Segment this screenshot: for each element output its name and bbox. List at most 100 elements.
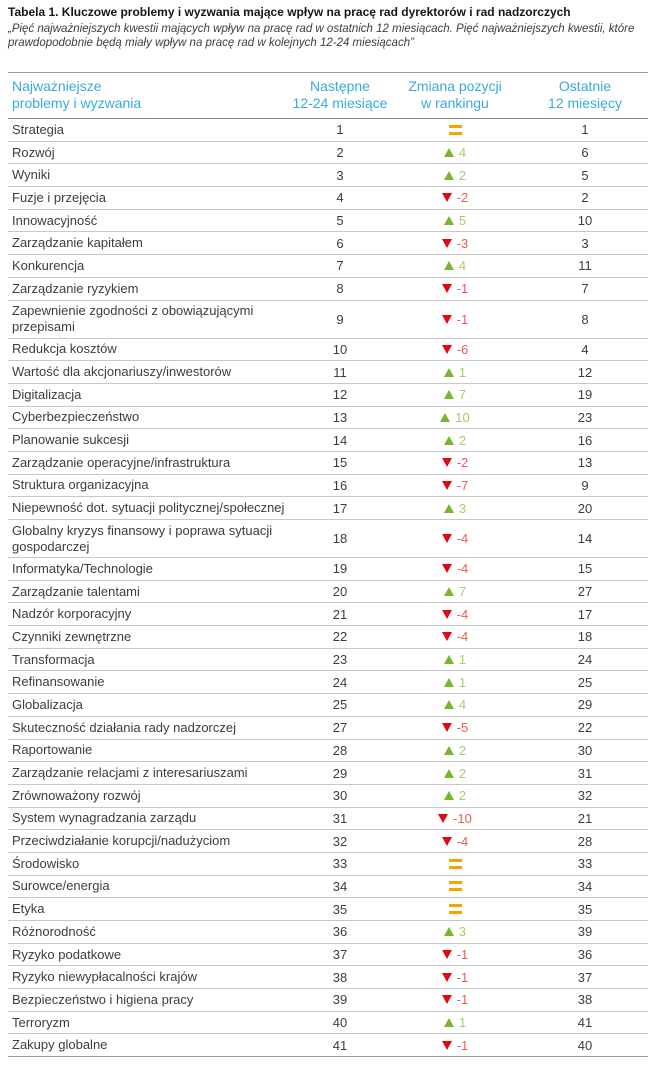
- table-row: Zarządzanie relacjami z interesariuszami…: [8, 762, 648, 785]
- rank-change-indicator: -5: [388, 720, 522, 735]
- next-rank-value: 32: [332, 833, 348, 849]
- rank-change-value: 2: [458, 742, 467, 758]
- last-rank-value: 3: [581, 235, 589, 251]
- table-body: Strategia 1 1 Rozwój 2 4 6 Wyniki 3 2 5 …: [8, 119, 648, 1058]
- table-row: Ryzyko niewypłacalności krajów 38 -1 37: [8, 966, 648, 990]
- issue-label: Różnorodność: [12, 923, 96, 939]
- table-row: Czynniki zewnętrzne 22 -4 18: [8, 626, 648, 649]
- up-arrow-icon: [443, 170, 454, 180]
- rank-change-cell: -4: [388, 561, 522, 576]
- issue-label: Zarządzanie ryzykiem: [12, 280, 139, 296]
- next-rank-value: 10: [332, 341, 348, 357]
- rank-change-cell: 1: [388, 1015, 522, 1030]
- last-rank-value: 19: [577, 387, 593, 403]
- next-rank-value: 29: [332, 765, 348, 781]
- next-rank-value: 31: [332, 810, 348, 826]
- down-arrow-icon: [441, 314, 452, 324]
- up-arrow-icon: [443, 768, 454, 778]
- rank-change-indicator: -6: [388, 342, 522, 357]
- rank-change-cell: 1: [388, 365, 522, 380]
- issue-label: Rozwój: [12, 144, 55, 160]
- rank-change-cell: 2: [388, 168, 522, 183]
- next-rank-value: 21: [332, 606, 348, 622]
- rank-change-indicator: 1: [388, 1015, 522, 1030]
- rank-change-cell: -4: [388, 607, 522, 622]
- issue-label: Informatyka/Technologie: [12, 560, 153, 576]
- rank-change-indicator: 2: [388, 743, 522, 758]
- rank-change-cell: 2: [388, 433, 522, 448]
- next-rank-value: 14: [332, 432, 348, 448]
- column-header-change-line2: w rankingu: [421, 95, 489, 111]
- last-rank-value: 27: [577, 584, 593, 600]
- last-rank-value: 7: [581, 281, 589, 297]
- last-rank-value: 29: [577, 697, 593, 713]
- rank-change-indicator: 3: [388, 924, 522, 939]
- rank-change-value: 7: [458, 387, 467, 403]
- down-arrow-icon: [441, 238, 452, 248]
- rank-change-cell: -2: [388, 455, 522, 470]
- up-arrow-icon: [443, 655, 454, 665]
- issue-label: Zarządzanie operacyjne/infrastruktura: [12, 454, 231, 470]
- table-row: Niepewność dot. sytuacji politycznej/spo…: [8, 497, 648, 520]
- table-row: Zapewnienie zgodności z obowiązującymi p…: [8, 301, 648, 339]
- table-row: Globalny kryzys finansowy i poprawa sytu…: [8, 520, 648, 558]
- table-row: Zarządzanie ryzykiem 8 -1 7: [8, 278, 648, 301]
- up-arrow-icon: [443, 216, 454, 226]
- rank-change-cell: [388, 858, 522, 869]
- up-arrow-icon: [443, 1018, 454, 1028]
- issue-label: Surowce/energia: [12, 878, 110, 894]
- last-rank-value: 31: [577, 765, 593, 781]
- rank-change-value: -4: [456, 606, 469, 622]
- rank-change-value: -4: [456, 833, 469, 849]
- rank-change-cell: 3: [388, 924, 522, 939]
- rank-change-value: 2: [458, 167, 467, 183]
- rank-change-indicator: 1: [388, 365, 522, 380]
- rank-change-cell: -4: [388, 629, 522, 644]
- issue-label: Strategia: [12, 121, 65, 137]
- next-rank-value: 34: [332, 878, 348, 894]
- rank-change-indicator: 4: [388, 697, 522, 712]
- table-row: Bezpieczeństwo i higiena pracy 39 -1 38: [8, 989, 648, 1012]
- rank-change-cell: -5: [388, 720, 522, 735]
- down-arrow-icon: [441, 344, 452, 354]
- issue-label: Planowanie sukcesji: [12, 432, 130, 448]
- rank-change-indicator: 7: [388, 387, 522, 402]
- column-header-next-line2: 12-24 miesiące: [292, 95, 388, 111]
- last-rank-value: 20: [577, 500, 593, 516]
- rank-change-value: 1: [458, 364, 467, 380]
- table-row: Zakupy globalne 41 -1 40: [8, 1034, 648, 1058]
- up-arrow-icon: [443, 587, 454, 597]
- table-row: Globalizacja 25 4 29: [8, 694, 648, 717]
- table-row: Struktura organizacyjna 16 -7 9: [8, 475, 648, 498]
- equals-icon: [448, 904, 462, 915]
- last-rank-value: 40: [577, 1037, 593, 1053]
- next-rank-value: 38: [332, 969, 348, 985]
- table-row: Nadzór korporacyjny 21 -4 17: [8, 603, 648, 627]
- issue-label: Redukcja kosztów: [12, 341, 117, 357]
- next-rank-value: 4: [336, 190, 344, 206]
- last-rank-value: 24: [577, 652, 593, 668]
- next-rank-value: 13: [332, 409, 348, 425]
- rank-change-indicator: -1: [388, 1038, 522, 1053]
- rank-change-value: -1: [456, 311, 469, 327]
- issue-label: Niepewność dot. sytuacji politycznej/spo…: [12, 500, 285, 516]
- rank-change-indicator: 2: [388, 766, 522, 781]
- rank-change-indicator: -2: [388, 455, 522, 470]
- rank-change-value: 4: [458, 145, 467, 161]
- rank-change-value: -1: [456, 947, 469, 963]
- next-rank-value: 6: [336, 235, 344, 251]
- rank-change-value: -1: [456, 969, 469, 985]
- rank-change-cell: -4: [388, 834, 522, 849]
- last-rank-value: 1: [581, 122, 589, 138]
- rank-change-value: 2: [458, 765, 467, 781]
- next-rank-value: 41: [332, 1037, 348, 1053]
- table-row: Zarządzanie talentami 20 7 27: [8, 581, 648, 604]
- up-arrow-icon: [443, 367, 454, 377]
- up-arrow-icon: [443, 745, 454, 755]
- rank-change-indicator: -4: [388, 629, 522, 644]
- up-arrow-icon: [440, 412, 451, 422]
- table-header-row: Najważniejsze problemy i wyzwania Następ…: [8, 72, 648, 119]
- next-rank-value: 20: [332, 584, 348, 600]
- last-rank-value: 34: [577, 878, 593, 894]
- rank-change-indicator: [388, 124, 522, 135]
